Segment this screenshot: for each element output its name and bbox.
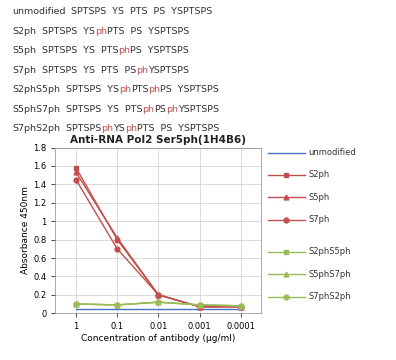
Text: PS  YSPTSPS: PS YSPTSPS [160,85,219,94]
Text: SPTSPS  YS  PTS: SPTSPS YS PTS [60,105,143,114]
Text: ph: ph [136,66,148,75]
Text: ph: ph [118,46,130,55]
Text: S5ph: S5ph [12,46,36,55]
Text: S5phS7ph: S5phS7ph [12,105,60,114]
Text: S2ph: S2ph [12,27,36,36]
Text: ph: ph [143,105,154,114]
Title: Anti-RNA Pol2 Ser5ph(1H4B6): Anti-RNA Pol2 Ser5ph(1H4B6) [70,135,246,145]
Text: SPTSPS: SPTSPS [60,125,101,134]
Text: ph: ph [166,105,178,114]
Text: S7phS2ph: S7phS2ph [12,125,60,134]
Text: S7ph: S7ph [308,215,330,224]
Text: SPTSPS  YS  PTS  PS  YSPTSPS: SPTSPS YS PTS PS YSPTSPS [65,7,213,16]
Text: SPTSPS  YS: SPTSPS YS [36,27,95,36]
Text: PTS  PS  YSPTSPS: PTS PS YSPTSPS [107,27,189,36]
Text: PTS: PTS [131,85,148,94]
Text: PS  YSPTSPS: PS YSPTSPS [130,46,189,55]
Text: S2phS5ph: S2phS5ph [12,85,60,94]
Text: S5ph: S5ph [308,193,330,202]
Text: YSPTSPS: YSPTSPS [148,66,189,75]
Text: YS: YS [113,125,125,134]
Text: unmodified: unmodified [12,7,65,16]
Text: SPTSPS  YS: SPTSPS YS [60,85,119,94]
Text: S7phS2ph: S7phS2ph [308,292,351,301]
Text: ph: ph [125,125,137,134]
Text: S2ph: S2ph [308,170,330,179]
Text: S7ph: S7ph [12,66,36,75]
Text: S5phS7ph: S5phS7ph [308,270,351,279]
Y-axis label: Absorbance 450nm: Absorbance 450nm [21,186,30,274]
Text: ph: ph [119,85,131,94]
Text: ph: ph [101,125,113,134]
Text: PS: PS [154,105,166,114]
Text: PTS  PS  YSPTSPS: PTS PS YSPTSPS [137,125,219,134]
Text: ph: ph [148,85,160,94]
X-axis label: Concentration of antibody (µg/ml): Concentration of antibody (µg/ml) [81,334,236,343]
Text: S2phS5ph: S2phS5ph [308,247,351,256]
Text: SPTSPS  YS  PTS  PS: SPTSPS YS PTS PS [36,66,136,75]
Text: unmodified: unmodified [308,148,356,157]
Text: SPTSPS  YS  PTS: SPTSPS YS PTS [36,46,118,55]
Text: YSPTSPS: YSPTSPS [178,105,219,114]
Text: ph: ph [95,27,107,36]
